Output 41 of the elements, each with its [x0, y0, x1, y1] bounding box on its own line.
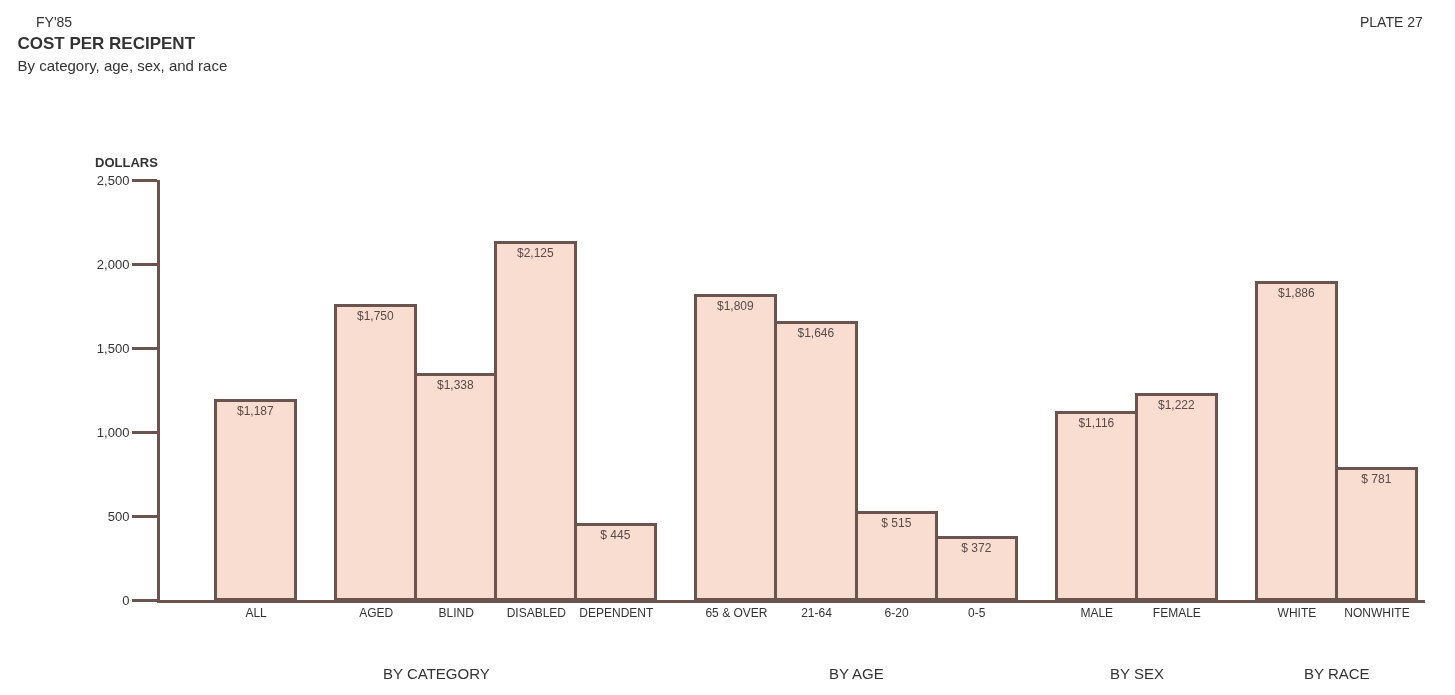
x-tick-label: 21-64 [801, 606, 833, 621]
x-tick-label: AGED [359, 606, 394, 621]
data-label: $1,187 [236, 403, 275, 418]
data-label: $1,809 [716, 298, 755, 313]
data-label: $ 781 [1361, 471, 1392, 486]
data-label: $1,116 [1078, 415, 1115, 430]
x-tick-label: 65 & OVER [705, 606, 768, 621]
text: BY CATEGORY [383, 665, 490, 682]
x-tick-label: NONWHITE [1344, 606, 1410, 621]
x-tick-label: FEMALE [1152, 606, 1201, 621]
data-label: $ 445 [600, 527, 631, 542]
y-axis-title: DOLLARS [95, 155, 159, 170]
data-label: $1,338 [436, 377, 475, 392]
data-label: $1,750 [356, 308, 395, 323]
data-label: $ 372 [961, 540, 992, 555]
x-tick-label: 0-5 [967, 606, 986, 621]
y-tick-label: 500 [107, 508, 130, 524]
data-label: $ 515 [881, 515, 912, 530]
x-tick-label: ALL [245, 606, 268, 621]
chart-title: COST PER RECIPENT [17, 33, 196, 53]
x-tick-label: DEPENDENT [579, 606, 655, 621]
y-tick-label: 1,000 [96, 424, 130, 440]
x-tick-label: MALE [1080, 606, 1114, 621]
data-label: $2,125 [516, 245, 555, 260]
text: BY RACE [1304, 665, 1370, 682]
y-tick-label: 2,000 [96, 256, 130, 272]
x-tick-label: 6-20 [884, 606, 909, 621]
x-tick-label: WHITE [1277, 606, 1317, 621]
text: PLATE 27 [1360, 14, 1423, 30]
chart-subtitle: By category, age, sex, and race [17, 56, 228, 74]
x-tick-label: DISABLED [506, 606, 567, 621]
data-label: $1,646 [797, 325, 835, 340]
y-tick-label: 1,500 [96, 340, 130, 356]
data-label: $1,222 [1157, 397, 1196, 412]
x-tick-label: BLIND [438, 606, 475, 621]
text: FY'85 [36, 14, 73, 30]
text: BY AGE [829, 665, 884, 682]
y-tick-label: 2,500 [96, 172, 130, 188]
data-label: $1,886 [1277, 285, 1316, 300]
y-tick-label: 0 [122, 592, 130, 608]
text: BY SEX [1110, 665, 1164, 682]
